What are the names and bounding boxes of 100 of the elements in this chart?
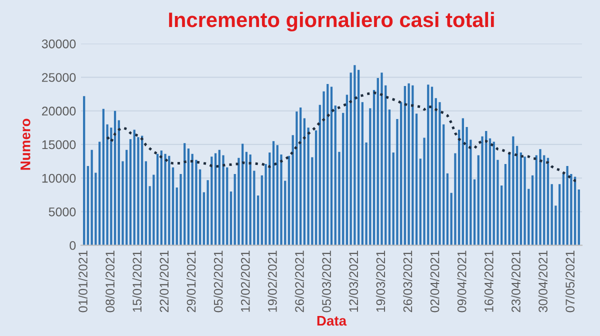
bar — [388, 110, 391, 246]
y-tick-label: 5000 — [48, 207, 76, 216]
bar — [268, 152, 271, 246]
bar — [369, 108, 372, 246]
bar — [462, 118, 464, 246]
bar — [296, 112, 298, 246]
bar — [133, 130, 136, 246]
bar — [326, 84, 329, 246]
y-tick-label: 0 — [70, 241, 76, 250]
bar — [434, 98, 437, 246]
x-tick-label: 05/03/2021 — [322, 250, 331, 312]
bar — [110, 128, 112, 246]
bar — [546, 158, 550, 246]
x-tick-label: 07/05/2021 — [565, 250, 575, 312]
bar — [446, 173, 449, 246]
bar — [272, 141, 275, 246]
bar — [361, 102, 364, 246]
bar — [303, 118, 306, 246]
bar — [372, 90, 376, 246]
x-tick-label: 12/03/2021 — [348, 250, 358, 312]
bar — [98, 142, 101, 246]
bar — [400, 102, 402, 246]
bar — [230, 192, 232, 246]
y-tick-label: 20000 — [42, 106, 76, 116]
bar — [334, 106, 336, 246]
x-tick-label: 23/04/2021 — [511, 250, 520, 312]
bar — [144, 161, 148, 246]
x-tick-label: 30/04/2021 — [538, 250, 548, 312]
bar — [539, 149, 542, 246]
bar — [330, 86, 333, 246]
y-tick-label: 25000 — [42, 73, 76, 82]
bar — [288, 156, 290, 246]
x-tick-label: 15/01/2021 — [132, 250, 142, 312]
y-tick-label: 30000 — [42, 39, 76, 48]
bar — [164, 154, 166, 246]
bar — [408, 83, 410, 246]
bar — [578, 190, 580, 246]
bar — [172, 167, 174, 246]
bar — [550, 184, 553, 246]
bar — [191, 154, 194, 246]
x-tick-label: 19/02/2021 — [268, 250, 277, 312]
bar — [488, 138, 492, 246]
bar — [404, 86, 406, 246]
bar — [210, 156, 213, 246]
bar — [415, 114, 418, 246]
bar — [524, 156, 526, 246]
bar — [314, 130, 318, 246]
bar — [160, 150, 162, 246]
y-axis-title: Numero — [20, 118, 30, 170]
bar — [256, 196, 260, 246]
bar — [430, 86, 434, 246]
bar — [438, 102, 441, 246]
bar — [86, 166, 90, 246]
bar — [492, 142, 495, 246]
bar — [118, 120, 120, 246]
bar — [412, 85, 414, 246]
bar — [114, 110, 116, 246]
bar — [574, 176, 576, 246]
bar — [485, 131, 488, 246]
x-tick-label: 22/01/2021 — [159, 250, 169, 312]
bar — [276, 145, 278, 246]
x-axis-title: Data — [317, 316, 347, 326]
x-tick-label: 16/04/2021 — [484, 250, 494, 312]
bar — [156, 154, 159, 246]
bar — [184, 143, 186, 246]
bar — [90, 150, 93, 246]
x-tick-label: 12/02/2021 — [240, 250, 250, 312]
bar — [83, 96, 86, 246]
chart-title: Incremento giornaliero casi totali — [169, 12, 494, 32]
bar — [249, 154, 252, 246]
x-tick-label: 05/02/2021 — [214, 250, 223, 312]
x-tick-label: 09/04/2021 — [457, 250, 466, 312]
bar — [346, 94, 348, 246]
bar — [458, 130, 460, 246]
bar — [354, 65, 356, 246]
bar — [126, 150, 128, 246]
bar — [566, 166, 568, 246]
bar — [102, 108, 104, 246]
bar — [512, 136, 514, 246]
bar — [168, 156, 170, 246]
bar — [218, 150, 220, 246]
bar — [520, 152, 522, 246]
bar — [427, 84, 430, 246]
bar — [129, 139, 132, 246]
bar — [342, 112, 344, 246]
bar — [504, 164, 507, 246]
y-tick-label: 15000 — [42, 140, 76, 150]
x-tick-label: 29/01/2021 — [186, 250, 196, 312]
x-tick-label: 01/01/2021 — [78, 250, 88, 312]
bar — [300, 108, 302, 246]
x-tick-label: 19/03/2021 — [376, 250, 386, 312]
bar — [214, 153, 217, 246]
bar — [380, 72, 383, 246]
bar — [152, 174, 155, 246]
bar — [558, 184, 561, 246]
bar — [245, 152, 248, 246]
bar — [531, 175, 534, 246]
x-tick-label: 02/04/2021 — [430, 250, 440, 312]
x-tick-label: 08/01/2021 — [105, 250, 115, 312]
bar — [187, 148, 190, 246]
